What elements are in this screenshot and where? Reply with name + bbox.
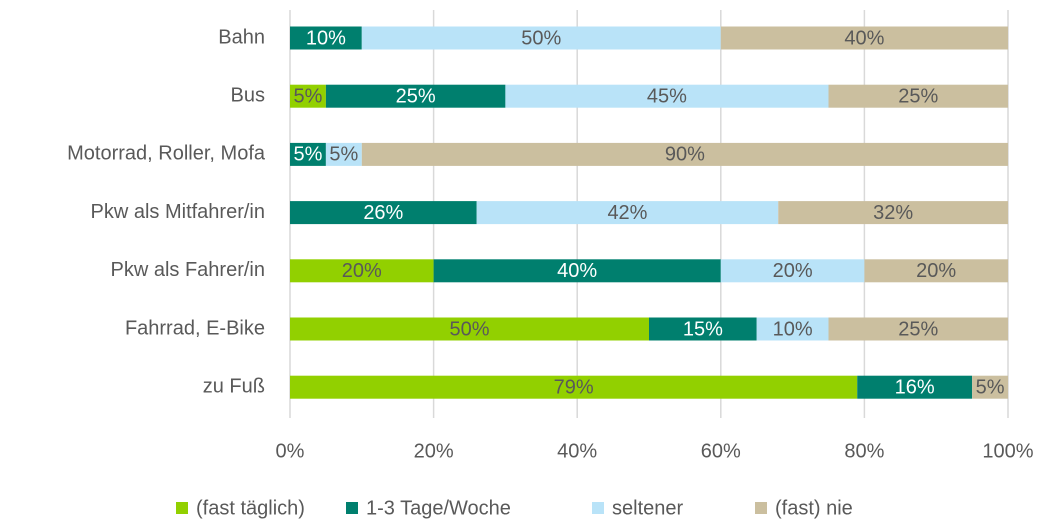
bar-segment	[857, 375, 973, 399]
bar-segment	[720, 26, 1008, 50]
x-tick-label: 0%	[276, 440, 305, 462]
data-label: 42%	[607, 202, 647, 224]
category-label: Bus	[231, 84, 265, 106]
bar-segment	[361, 142, 1008, 166]
x-tick-label: 100%	[982, 440, 1033, 462]
legend-swatch	[755, 502, 767, 514]
data-label: 5%	[976, 376, 1005, 398]
category-label: Fahrrad, E-Bike	[125, 317, 265, 339]
data-label: 20%	[916, 260, 956, 282]
data-label: 90%	[665, 144, 705, 166]
bar-segment	[972, 375, 1008, 399]
legend-swatch	[176, 502, 188, 514]
data-label: 50%	[521, 27, 561, 49]
data-label: 45%	[647, 85, 687, 107]
legend-label: (fast) nie	[775, 497, 853, 519]
legend-swatch	[346, 502, 358, 514]
bar-segment	[290, 259, 434, 283]
category-label: Pkw als Fahrer/in	[111, 259, 266, 281]
bar-segment	[778, 201, 1008, 225]
legend-label: seltener	[612, 497, 683, 519]
bar-segment	[290, 142, 326, 166]
category-label: Motorrad, Roller, Mofa	[67, 143, 266, 165]
bar-segment	[290, 375, 858, 399]
data-label: 50%	[449, 318, 489, 340]
bar-segment	[290, 84, 326, 108]
legend-swatch	[592, 502, 604, 514]
bar-segment	[476, 201, 779, 225]
bar-segment	[325, 142, 362, 166]
legend-label: (fast täglich)	[196, 497, 305, 519]
bar-segment	[290, 26, 362, 50]
category-label: Pkw als Mitfahrer/in	[91, 201, 266, 223]
data-label: 32%	[873, 202, 913, 224]
x-tick-label: 40%	[557, 440, 597, 462]
bar-segment	[290, 317, 649, 341]
data-label: 25%	[898, 318, 938, 340]
bar-segment	[325, 84, 506, 108]
data-label: 10%	[773, 318, 813, 340]
data-label: 5%	[293, 85, 322, 107]
bar-segment	[828, 84, 1008, 108]
bar-segment	[864, 259, 1008, 283]
legend-label: 1-3 Tage/Woche	[366, 497, 511, 519]
data-label: 15%	[683, 318, 723, 340]
x-tick-label: 20%	[414, 440, 454, 462]
bar-segment	[828, 317, 1008, 341]
data-label: 20%	[773, 260, 813, 282]
bar-segment	[290, 201, 477, 225]
data-label: 25%	[898, 85, 938, 107]
bar-segment	[505, 84, 829, 108]
data-label: 5%	[293, 144, 322, 166]
data-label: 16%	[895, 376, 935, 398]
bar-segment	[649, 317, 757, 341]
data-label: 79%	[554, 376, 594, 398]
data-label: 40%	[557, 260, 597, 282]
data-label: 10%	[306, 27, 346, 49]
data-label: 40%	[844, 27, 884, 49]
category-label: zu Fuß	[203, 375, 265, 397]
category-label: Bahn	[218, 26, 265, 48]
bar-segment	[361, 26, 721, 50]
data-label: 26%	[363, 202, 403, 224]
bar-segment	[720, 259, 865, 283]
x-tick-label: 60%	[701, 440, 741, 462]
data-label: 20%	[342, 260, 382, 282]
bar-segment	[433, 259, 721, 283]
bar-segment	[756, 317, 829, 341]
x-tick-label: 80%	[844, 440, 884, 462]
data-label: 25%	[396, 85, 436, 107]
data-label: 5%	[329, 144, 358, 166]
